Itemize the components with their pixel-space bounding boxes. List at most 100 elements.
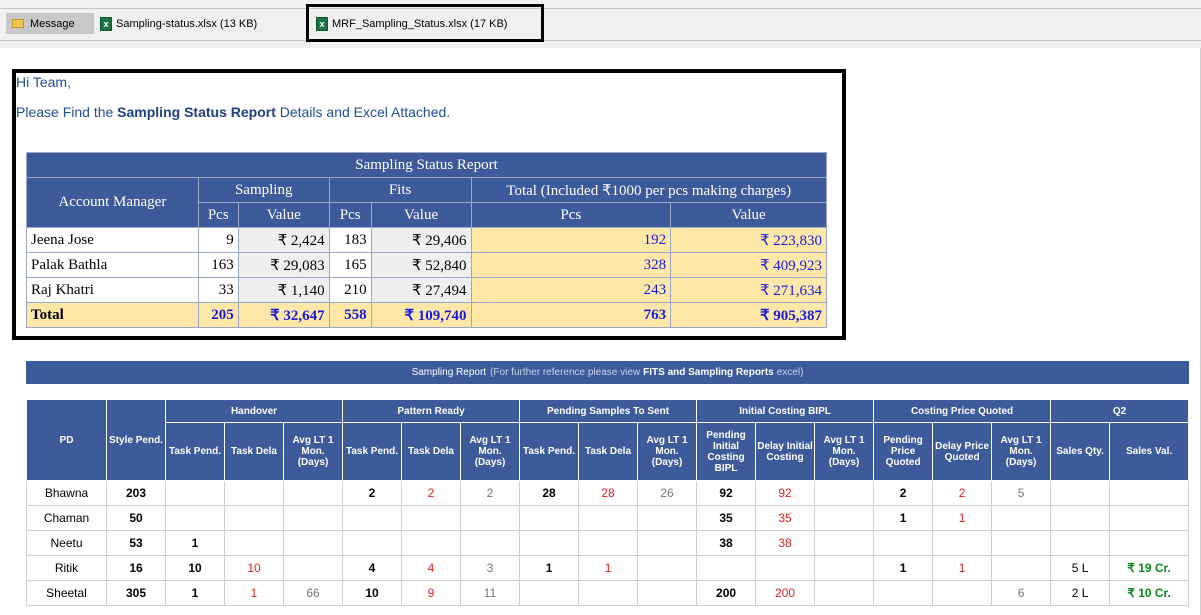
cell-sales-qty xyxy=(1050,480,1111,506)
table-row: Chaman 50 35 35 1 1 xyxy=(26,505,1190,531)
cell-samples-task-dela xyxy=(578,530,639,556)
divider xyxy=(0,8,1201,9)
cell-samples-task-dela xyxy=(578,505,639,531)
table-row: Ritik 16 10 10 4 4 3 1 1 1 1 5 L ₹ 19 Cr. xyxy=(26,555,1190,581)
cell-pattern-avg-lt xyxy=(459,505,521,531)
cell-handover-task-dela: 10 xyxy=(224,555,284,581)
cell-samples-task-pend xyxy=(519,530,580,556)
cell-sampling-pcs: 205 xyxy=(197,302,239,328)
header-fits: Fits xyxy=(328,177,472,203)
cell-price-delay: 1 xyxy=(932,505,993,531)
cell-pd: Sheetal xyxy=(26,580,107,606)
highlight-box xyxy=(306,4,544,42)
message-tab[interactable]: Message xyxy=(6,13,94,34)
cell-price-pending xyxy=(873,530,934,556)
cell-pattern-task-pend xyxy=(342,505,402,531)
header-pending-price: Pending Price Quoted xyxy=(873,422,934,481)
attachment-file-2-label: MRF_Sampling_Status.xlsx (17 KB) xyxy=(332,17,508,30)
cell-pattern-task-pend: 2 xyxy=(342,480,402,506)
table-row: Raj Khatri 33 ₹ 1,140 210 ₹ 27,494 243 ₹… xyxy=(26,277,827,303)
cell-handover-avg-lt xyxy=(283,480,343,506)
divider xyxy=(0,40,1201,41)
header-pending-samples: Pending Samples To Sent xyxy=(519,399,698,423)
table-row: Sheetal 305 1 1 66 10 9 11 200 200 6 2 L ₹ 10 Cr. xyxy=(26,580,1190,606)
cell-price-pending: 1 xyxy=(873,555,934,581)
cell-sales-val xyxy=(1109,480,1190,506)
header-pending-initial: Pending Initial Costing BIPL xyxy=(696,422,757,481)
excel-icon: x xyxy=(100,16,112,31)
header-pcs: Pcs xyxy=(328,202,372,228)
table-title: Sampling Status Report xyxy=(26,152,827,178)
cell-style-pend: 305 xyxy=(106,580,166,606)
cell-handover-task-pend: 1 xyxy=(165,580,225,606)
header-sampling: Sampling xyxy=(197,177,330,203)
header-sales-qty: Sales Qty. xyxy=(1050,422,1111,481)
cell-price-pending: 2 xyxy=(873,480,934,506)
header-handover: Handover xyxy=(165,399,343,423)
cell-sampling-value: ₹ 2,424 xyxy=(237,227,330,253)
cell-initial-delay: 92 xyxy=(755,480,816,506)
header-avg-lt: Avg LT 1 Mon. (Days) xyxy=(991,422,1052,481)
cell-pattern-task-dela: 9 xyxy=(401,580,461,606)
cell-handover-task-dela xyxy=(224,530,284,556)
cell-sales-val: ₹ 19 Cr. xyxy=(1109,555,1190,581)
cell-pattern-avg-lt: 11 xyxy=(459,580,521,606)
attachment-file-1[interactable]: x Sampling-status.xlsx (13 KB) xyxy=(100,13,257,34)
cell-initial-pending: 200 xyxy=(696,580,757,606)
cell-pd: Bhawna xyxy=(26,480,107,506)
cell-samples-task-dela xyxy=(578,580,639,606)
cell-sales-qty xyxy=(1050,530,1111,556)
table-row: Bhawna 203 2 2 2 28 28 26 92 92 2 2 5 xyxy=(26,480,1190,506)
cell-sales-qty: 2 L xyxy=(1050,580,1111,606)
excel-icon: x xyxy=(316,16,328,31)
sampling-report-body: Bhawna 203 2 2 2 28 28 26 92 92 2 2 5 Chaman 50 35 35 1 1 N… xyxy=(26,480,1190,606)
cell-samples-task-dela: 28 xyxy=(578,480,639,506)
cell-style-pend: 50 xyxy=(106,505,166,531)
cell-name: Jeena Jose xyxy=(26,227,199,253)
cell-sampling-value: ₹ 29,083 xyxy=(237,252,330,278)
attachment-file-2[interactable]: x MRF_Sampling_Status.xlsx (17 KB) xyxy=(316,13,507,34)
cell-pattern-avg-lt: 3 xyxy=(459,555,521,581)
greeting-text: Hi Team, xyxy=(16,74,71,90)
header-q2: Q2 xyxy=(1050,399,1190,423)
cell-pd: Ritik xyxy=(26,555,107,581)
cell-pattern-task-dela: 2 xyxy=(401,480,461,506)
cell-samples-avg-lt: 26 xyxy=(637,480,698,506)
header-value: Value xyxy=(670,202,827,228)
cell-initial-delay: 200 xyxy=(755,580,816,606)
cell-handover-task-dela xyxy=(224,480,284,506)
cell-total-label: Total xyxy=(26,302,199,328)
header-task-dela: Task Dela xyxy=(578,422,639,481)
header-avg-lt: Avg LT 1 Mon. (Days) xyxy=(814,422,875,481)
cell-name: Raj Khatri xyxy=(26,277,199,303)
header-style-pend: Style Pend. xyxy=(106,399,166,481)
cell-initial-avg-lt xyxy=(814,480,875,506)
cell-sampling-value: ₹ 32,647 xyxy=(237,302,330,328)
cell-samples-task-pend: 1 xyxy=(519,555,580,581)
cell-pd: Chaman xyxy=(26,505,107,531)
cell-pattern-avg-lt xyxy=(459,530,521,556)
header-task-pend: Task Pend. xyxy=(342,422,402,481)
header-delay-initial: Delay Initial Costing xyxy=(755,422,816,481)
header-avg-lt: Avg LT 1 Mon. (Days) xyxy=(459,422,521,481)
cell-sales-qty: 5 L xyxy=(1050,555,1111,581)
cell-samples-avg-lt xyxy=(637,530,698,556)
cell-sales-qty xyxy=(1050,505,1111,531)
header-delay-price: Delay Price Quoted xyxy=(932,422,993,481)
cell-sales-val xyxy=(1109,505,1190,531)
header-pd: PD xyxy=(26,399,107,481)
cell-initial-delay: 35 xyxy=(755,505,816,531)
header-initial-costing: Initial Costing BIPL xyxy=(696,399,875,423)
cell-pd: Neetu xyxy=(26,530,107,556)
cell-name: Palak Bathla xyxy=(26,252,199,278)
cell-price-avg-lt: 6 xyxy=(991,580,1052,606)
banner-note-bold: FITS and Sampling Reports xyxy=(643,367,774,378)
cell-handover-task-pend xyxy=(165,505,225,531)
cell-handover-task-pend xyxy=(165,480,225,506)
cell-style-pend: 203 xyxy=(106,480,166,506)
cell-price-delay: 1 xyxy=(932,555,993,581)
sampling-status-table: Sampling Status Report Account Manager S… xyxy=(26,152,828,328)
header-value: Value xyxy=(370,202,472,228)
cell-pattern-task-dela: 4 xyxy=(401,555,461,581)
cell-total-value: ₹ 271,634 xyxy=(670,277,827,303)
